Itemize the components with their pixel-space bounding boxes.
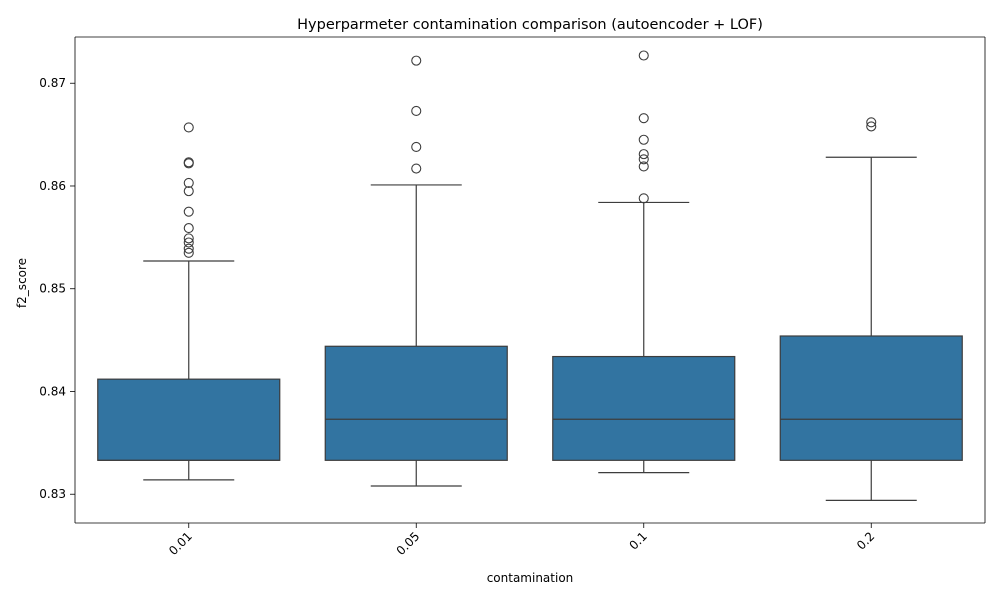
outlier-point: [638, 134, 649, 145]
outlier-point: [183, 122, 194, 133]
outlier-point: [411, 55, 422, 66]
x-tick-label: 0.1: [626, 529, 649, 552]
outlier-point: [411, 163, 422, 174]
outlier-point: [183, 186, 194, 197]
outlier-point: [411, 105, 422, 117]
x-tick-label: 0.2: [854, 529, 877, 552]
outlier-point: [638, 161, 649, 172]
outlier-point: [183, 223, 194, 234]
outlier-point: [638, 149, 649, 160]
outlier-point: [638, 50, 649, 61]
y-tick-label: 0.84: [39, 384, 66, 398]
x-axis-label: contamination: [487, 571, 574, 585]
outlier-point: [638, 113, 649, 124]
outlier-point: [866, 117, 877, 128]
y-axis-label: f2_score: [15, 258, 29, 308]
box-iqr: [324, 345, 508, 461]
outlier-point: [183, 233, 194, 244]
outlier-point: [183, 247, 194, 258]
outlier-point: [411, 141, 422, 152]
outlier-point: [183, 237, 194, 248]
outlier-point: [866, 121, 877, 132]
plot-area: 0.83 0.84 0.85 0.86 0.87 0.01 0.05 0.1 0.2: [39, 36, 986, 558]
outlier-point: [638, 193, 649, 204]
x-tick-label: 0.05: [394, 529, 423, 558]
box-iqr: [552, 355, 736, 461]
outlier-point: [183, 243, 194, 254]
outlier-point: [638, 154, 649, 165]
box-iqr: [779, 335, 963, 461]
y-tick-label: 0.83: [39, 487, 66, 501]
outlier-point: [183, 158, 194, 169]
y-tick-label: 0.86: [39, 179, 66, 193]
y-tick-label: 0.87: [39, 76, 66, 90]
outlier-point: [183, 206, 194, 217]
y-tick-label: 0.85: [39, 282, 66, 296]
chart-title: Hyperparmeter contamination comparison (…: [297, 17, 763, 33]
x-tick-label: 0.01: [166, 529, 195, 558]
box-iqr: [97, 378, 281, 461]
outlier-point: [183, 177, 194, 188]
